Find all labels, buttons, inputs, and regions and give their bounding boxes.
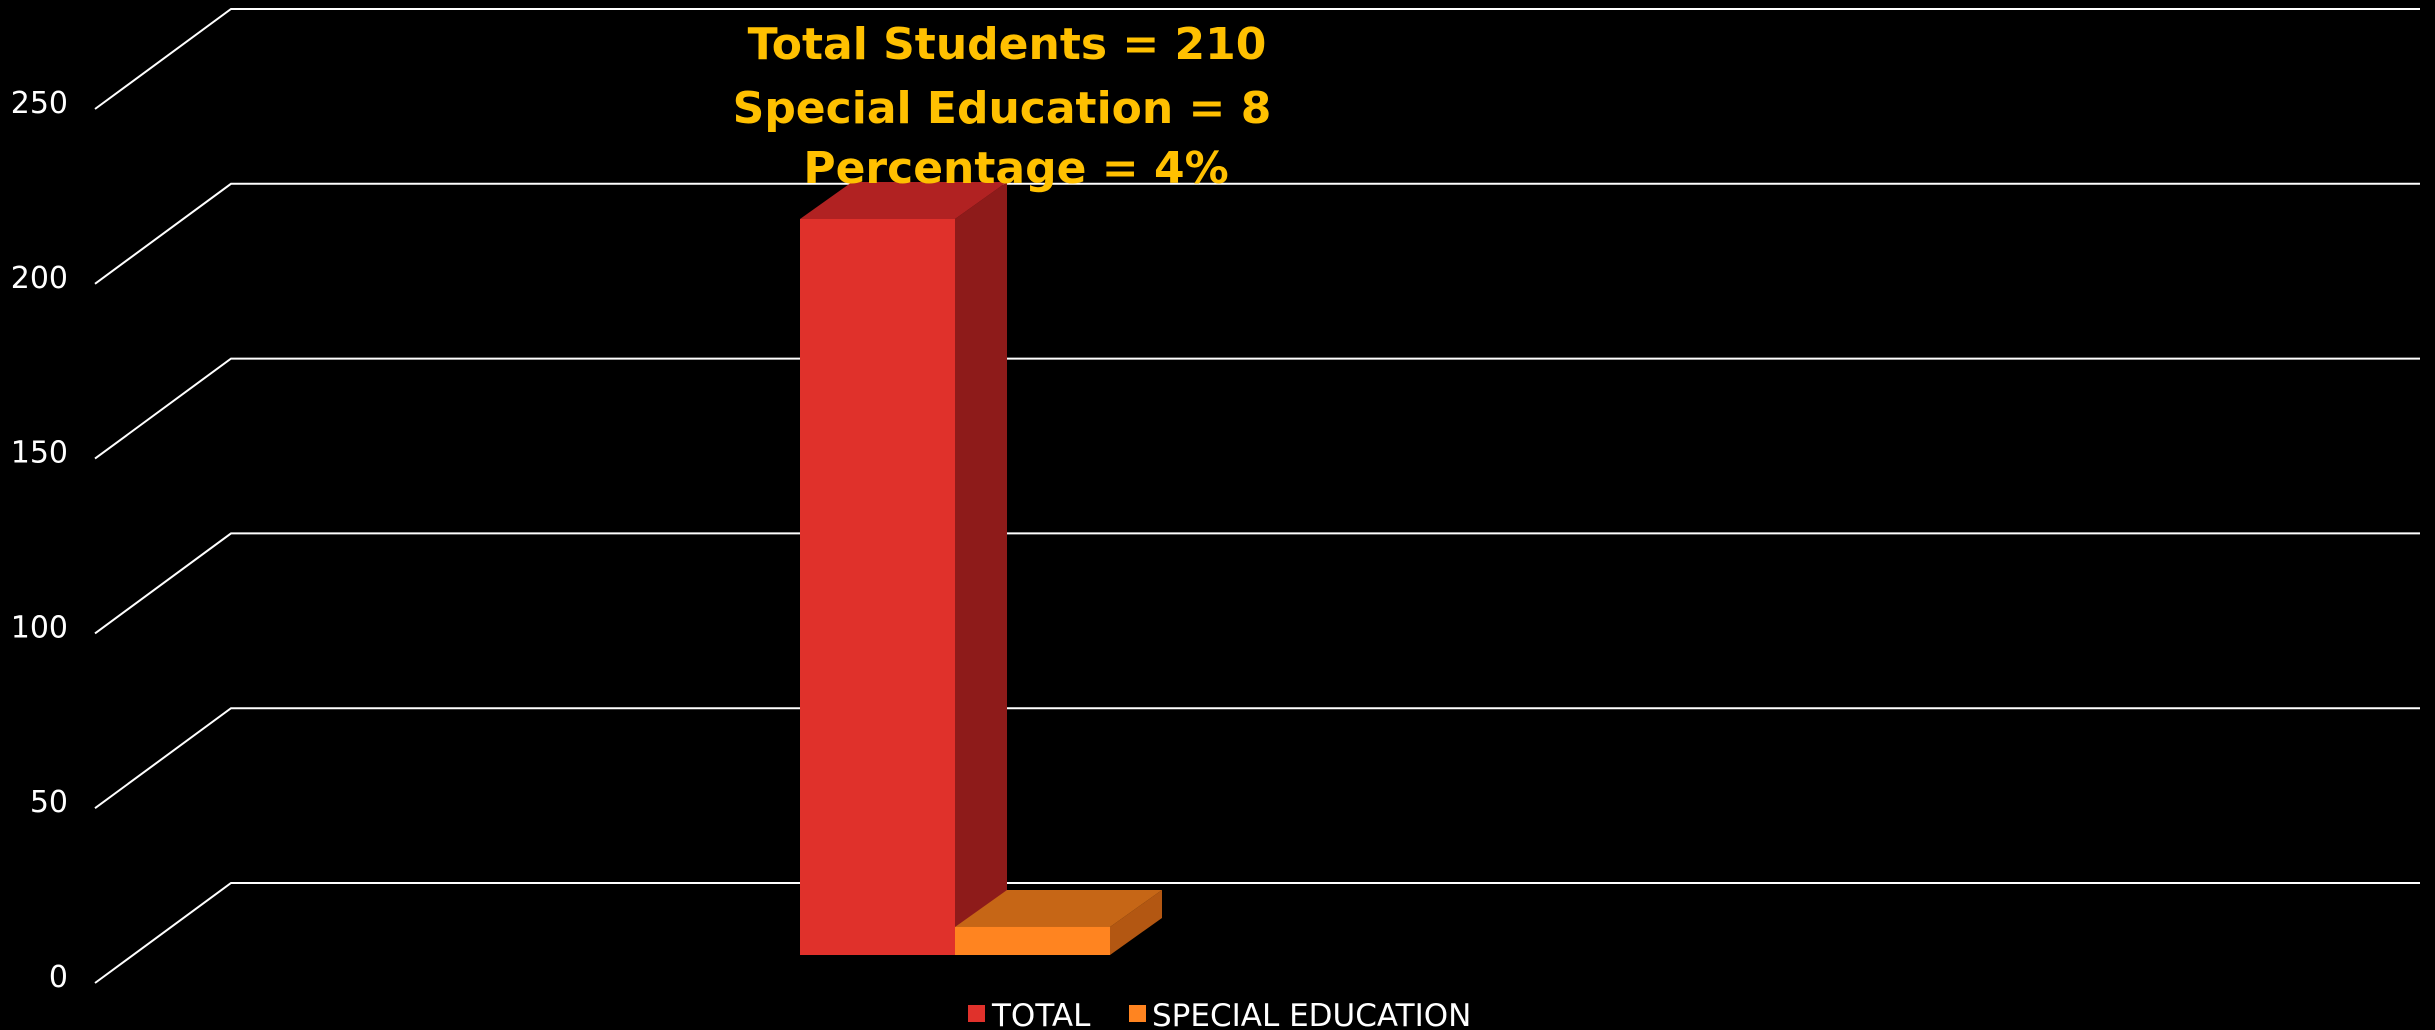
gridline-100: [94, 532, 2420, 635]
y-tick-label-200: 200: [11, 261, 68, 296]
bar-front: [955, 926, 1110, 955]
y-tick-label-150: 150: [11, 436, 68, 471]
legend-label-special-education: SPECIAL EDUCATION: [1152, 998, 1471, 1030]
bar-top: [955, 889, 1162, 927]
bar-special-education: [955, 889, 1162, 955]
bar-top: [800, 182, 1007, 219]
annotation: Total Students = 210 Special Education =…: [733, 19, 1272, 194]
y-tick-label-250: 250: [11, 86, 68, 121]
annotation-line-total: Total Students = 210: [748, 19, 1267, 70]
gridline-0: [94, 882, 2420, 984]
gridline-200: [94, 182, 2420, 285]
y-axis-ticks: 0 50 100 150 200 250: [11, 86, 68, 995]
bar-front: [800, 219, 955, 955]
gridline-50: [94, 707, 2420, 810]
annotation-line-percentage: Percentage = 4%: [803, 143, 1228, 194]
legend-label-total: TOTAL: [991, 998, 1091, 1030]
bars: [800, 182, 1162, 955]
gridline-150: [94, 357, 2420, 460]
legend-swatch-special-education: [1129, 1005, 1146, 1022]
bar-side: [1110, 889, 1162, 955]
bar-total: [800, 182, 1007, 955]
legend: TOTAL SPECIAL EDUCATION: [968, 998, 1471, 1030]
gridlines: [94, 8, 2420, 984]
legend-swatch-total: [968, 1005, 985, 1022]
y-tick-label-50: 50: [30, 785, 68, 820]
gridline-250: [94, 8, 2420, 110]
annotation-line-special-education: Special Education = 8: [733, 83, 1272, 134]
y-tick-label-0: 0: [49, 960, 68, 995]
y-tick-label-100: 100: [11, 610, 68, 645]
bar-side: [955, 182, 1007, 955]
